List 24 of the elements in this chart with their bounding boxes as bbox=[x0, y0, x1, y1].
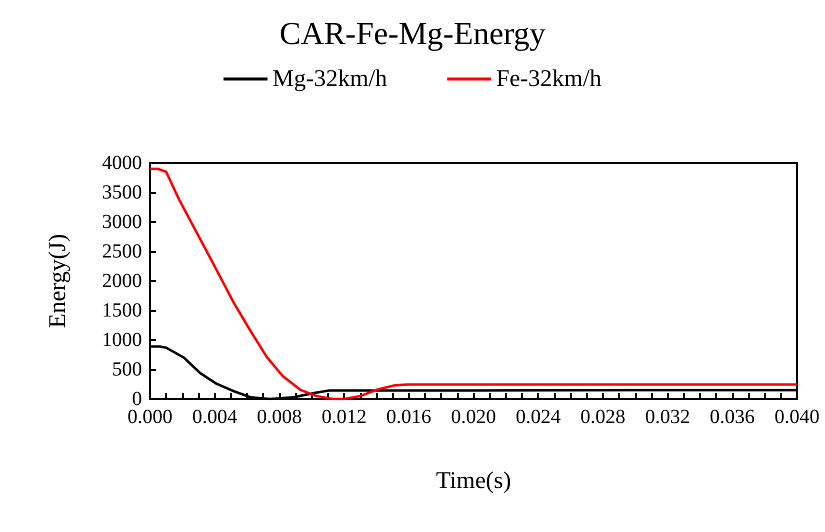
legend-label: Fe-32km/h bbox=[496, 66, 602, 92]
y-tick-label: 3000 bbox=[102, 211, 142, 233]
y-tick-label: 3500 bbox=[102, 182, 142, 204]
y-tick-label: 500 bbox=[112, 358, 142, 380]
x-tick-label: 0.036 bbox=[710, 406, 755, 428]
x-tick-label: 0.020 bbox=[451, 406, 496, 428]
y-axis-title: Energy(J) bbox=[45, 234, 71, 328]
y-tick-label: 1000 bbox=[102, 329, 142, 351]
x-tick-label: 0.028 bbox=[580, 406, 626, 428]
legend-label: Mg-32km/h bbox=[272, 66, 388, 92]
y-tick-label: 1500 bbox=[102, 300, 142, 322]
x-tick-label: 0.012 bbox=[322, 406, 367, 428]
x-tick-label: 0.004 bbox=[192, 406, 238, 428]
x-tick-label: 0.032 bbox=[645, 406, 690, 428]
y-tick-label: 2500 bbox=[102, 240, 142, 262]
x-tick-label: 0.024 bbox=[516, 406, 561, 428]
x-tick-label: 0.040 bbox=[774, 406, 820, 428]
y-tick-label: 4000 bbox=[102, 152, 142, 174]
y-tick-label: 2000 bbox=[102, 270, 142, 292]
x-tick-label: 0.016 bbox=[386, 406, 432, 428]
line-series bbox=[148, 168, 798, 400]
x-tick-label: 0.008 bbox=[256, 406, 302, 428]
chart-title: CAR-Fe-Mg-Energy bbox=[279, 15, 546, 51]
x-axis-title: Time(s) bbox=[436, 468, 512, 494]
